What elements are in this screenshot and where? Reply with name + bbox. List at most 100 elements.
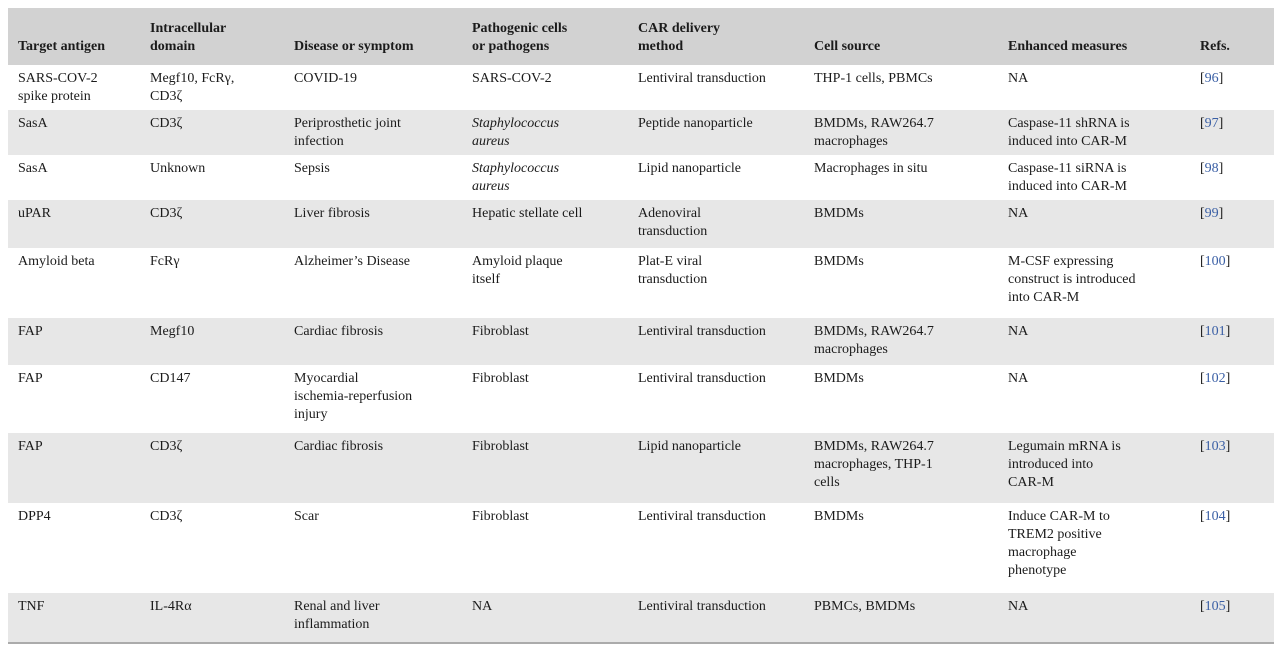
cell-enhanced-measures: Legumain mRNA is introduced into CAR-M — [1008, 439, 1121, 490]
cell-cell-source: BMDMs, RAW264.7 macrophages, THP-1 cells — [814, 439, 934, 490]
cell-enhanced-measures: NA — [1008, 206, 1029, 221]
cell-disease-or-symptom: Liver fibrosis — [294, 206, 370, 221]
cell-pathogenic-cells: Fibroblast — [472, 439, 529, 454]
cell-disease-or-symptom: Cardiac fibrosis — [294, 439, 384, 454]
ref-link[interactable]: 99 — [1204, 206, 1219, 221]
cell-intracellular-domain: FcRγ — [150, 254, 180, 269]
ref-link[interactable]: 100 — [1204, 254, 1226, 269]
ref-link[interactable]: 105 — [1204, 599, 1226, 614]
ref-link[interactable]: 103 — [1204, 439, 1226, 454]
ref-bracket: [ — [1200, 206, 1205, 221]
cell-pathogenic-cells: Fibroblast — [472, 371, 529, 386]
cell-refs: [102] — [1200, 370, 1262, 388]
cell-pathogenic-cells: Staphylococcus aureus — [472, 116, 560, 149]
cell-refs: [96] — [1200, 70, 1262, 88]
ref-link[interactable]: 101 — [1204, 324, 1226, 339]
cell-disease-or-symptom: Alzheimer’s Disease — [294, 254, 410, 269]
ref-bracket: [ — [1200, 71, 1205, 86]
ref-bracket: ] — [1225, 371, 1231, 386]
cell-refs: [101] — [1200, 323, 1262, 341]
table-row: TNF IL-4Rα Renal and liver inflammation NA L… — [8, 593, 1274, 643]
cell-intracellular-domain: Megf10, FcRγ, CD3ζ — [150, 71, 235, 104]
ref-bracket: ] — [1218, 116, 1224, 131]
ref-bracket: ] — [1218, 161, 1224, 176]
cell-cell-source: Macrophages in situ — [814, 161, 928, 176]
cell-disease-or-symptom: Scar — [294, 509, 319, 524]
cell-enhanced-measures: Caspase-11 shRNA is induced into CAR-M — [1008, 116, 1130, 149]
cell-pathogenic-cells: Amyloid plaque itself — [472, 254, 563, 287]
table-row: FAP CD147 Myocardial ischemia-reperfusion … — [8, 365, 1274, 433]
ref-link[interactable]: 98 — [1204, 161, 1219, 176]
column-header-intracellular-domain: Intracellular domain — [150, 21, 227, 54]
cell-intracellular-domain: Unknown — [150, 161, 206, 176]
cell-car-delivery-method: Lentiviral transduction — [638, 509, 766, 524]
cell-pathogenic-cells: Fibroblast — [472, 509, 529, 524]
cell-target-antigen: TNF — [18, 599, 45, 614]
cell-refs: [105] — [1200, 598, 1262, 616]
table-row: FAP CD3ζ Cardiac fibrosis Fibroblast Lipid n… — [8, 433, 1274, 503]
ref-link[interactable]: 97 — [1204, 116, 1219, 131]
cell-intracellular-domain: CD3ζ — [150, 116, 183, 131]
cell-car-delivery-method: Peptide nanoparticle — [638, 116, 753, 131]
column-header-enhanced-measures: Enhanced measures — [1008, 39, 1128, 54]
cell-pathogenic-cells: SARS-COV-2 — [472, 71, 552, 86]
cell-cell-source: THP-1 cells, PBMCs — [814, 71, 933, 86]
cell-target-antigen: FAP — [18, 439, 43, 454]
ref-bracket: ] — [1225, 439, 1231, 454]
ref-bracket: [ — [1200, 599, 1205, 614]
ref-link[interactable]: 102 — [1204, 371, 1226, 386]
cell-target-antigen: DPP4 — [18, 509, 51, 524]
cell-enhanced-measures: Induce CAR-M to TREM2 positive macrophag… — [1008, 509, 1110, 578]
cell-cell-source: BMDMs — [814, 371, 864, 386]
cell-disease-or-symptom: Myocardial ischemia-reperfusion injury — [294, 371, 413, 422]
column-header-target-antigen: Target antigen — [18, 39, 105, 54]
ref-bracket: [ — [1200, 161, 1205, 176]
cell-car-delivery-method: Lentiviral transduction — [638, 71, 766, 86]
cell-pathogenic-cells: NA — [472, 599, 493, 614]
ref-bracket: ] — [1225, 254, 1231, 269]
column-header-car-delivery-method: CAR delivery method — [638, 21, 721, 54]
table-row: SasA Unknown Sepsis Staphylococcus aureus Li… — [8, 155, 1274, 200]
cell-enhanced-measures: NA — [1008, 71, 1029, 86]
ref-bracket: ] — [1218, 206, 1224, 221]
column-header-refs: Refs. — [1200, 39, 1230, 54]
cell-enhanced-measures: Caspase-11 siRNA is induced into CAR-M — [1008, 161, 1127, 194]
ref-bracket: [ — [1200, 254, 1205, 269]
cell-car-delivery-method: Lipid nanoparticle — [638, 161, 742, 176]
table-header-row: Target antigen Intracellular domain Dise… — [8, 8, 1274, 65]
cell-intracellular-domain: Megf10 — [150, 324, 195, 339]
cell-intracellular-domain: CD147 — [150, 371, 191, 386]
cell-car-delivery-method: Lipid nanoparticle — [638, 439, 742, 454]
cell-cell-source: BMDMs — [814, 509, 864, 524]
cell-disease-or-symptom: COVID-19 — [294, 71, 357, 86]
ref-link[interactable]: 96 — [1204, 71, 1219, 86]
cell-target-antigen: SasA — [18, 161, 48, 176]
cell-target-antigen: SasA — [18, 116, 48, 131]
ref-bracket: ] — [1225, 509, 1231, 524]
ref-bracket: ] — [1218, 71, 1224, 86]
cell-pathogenic-cells: Hepatic stellate cell — [472, 206, 583, 221]
cell-target-antigen: uPAR — [18, 206, 51, 221]
cell-cell-source: BMDMs, RAW264.7 macrophages — [814, 324, 934, 357]
ref-bracket: [ — [1200, 509, 1205, 524]
ref-bracket: [ — [1200, 371, 1205, 386]
column-header-pathogenic-cells: Pathogenic cells or pathogens — [472, 21, 568, 54]
cell-enhanced-measures: NA — [1008, 599, 1029, 614]
cell-intracellular-domain: IL-4Rα — [150, 599, 192, 614]
cell-refs: [104] — [1200, 508, 1262, 526]
table-row: DPP4 CD3ζ Scar Fibroblast Lentiviral transdu… — [8, 503, 1274, 593]
column-header-cell-source: Cell source — [814, 39, 881, 54]
table-row: Amyloid beta FcRγ Alzheimer’s Disease Amylo… — [8, 248, 1274, 318]
cell-refs: [98] — [1200, 160, 1262, 178]
cell-cell-source: PBMCs, BMDMs — [814, 599, 916, 614]
ref-bracket: [ — [1200, 116, 1205, 131]
car-m-table: Target antigen Intracellular domain Dise… — [8, 8, 1274, 644]
cell-refs: [97] — [1200, 115, 1262, 133]
cell-car-delivery-method: Adenoviral transduction — [638, 206, 708, 239]
ref-bracket: ] — [1225, 324, 1231, 339]
cell-disease-or-symptom: Periprosthetic joint infection — [294, 116, 401, 149]
cell-pathogenic-cells: Staphylococcus aureus — [472, 161, 560, 194]
cell-car-delivery-method: Lentiviral transduction — [638, 371, 766, 386]
cell-refs: [103] — [1200, 438, 1262, 456]
ref-link[interactable]: 104 — [1204, 509, 1226, 524]
